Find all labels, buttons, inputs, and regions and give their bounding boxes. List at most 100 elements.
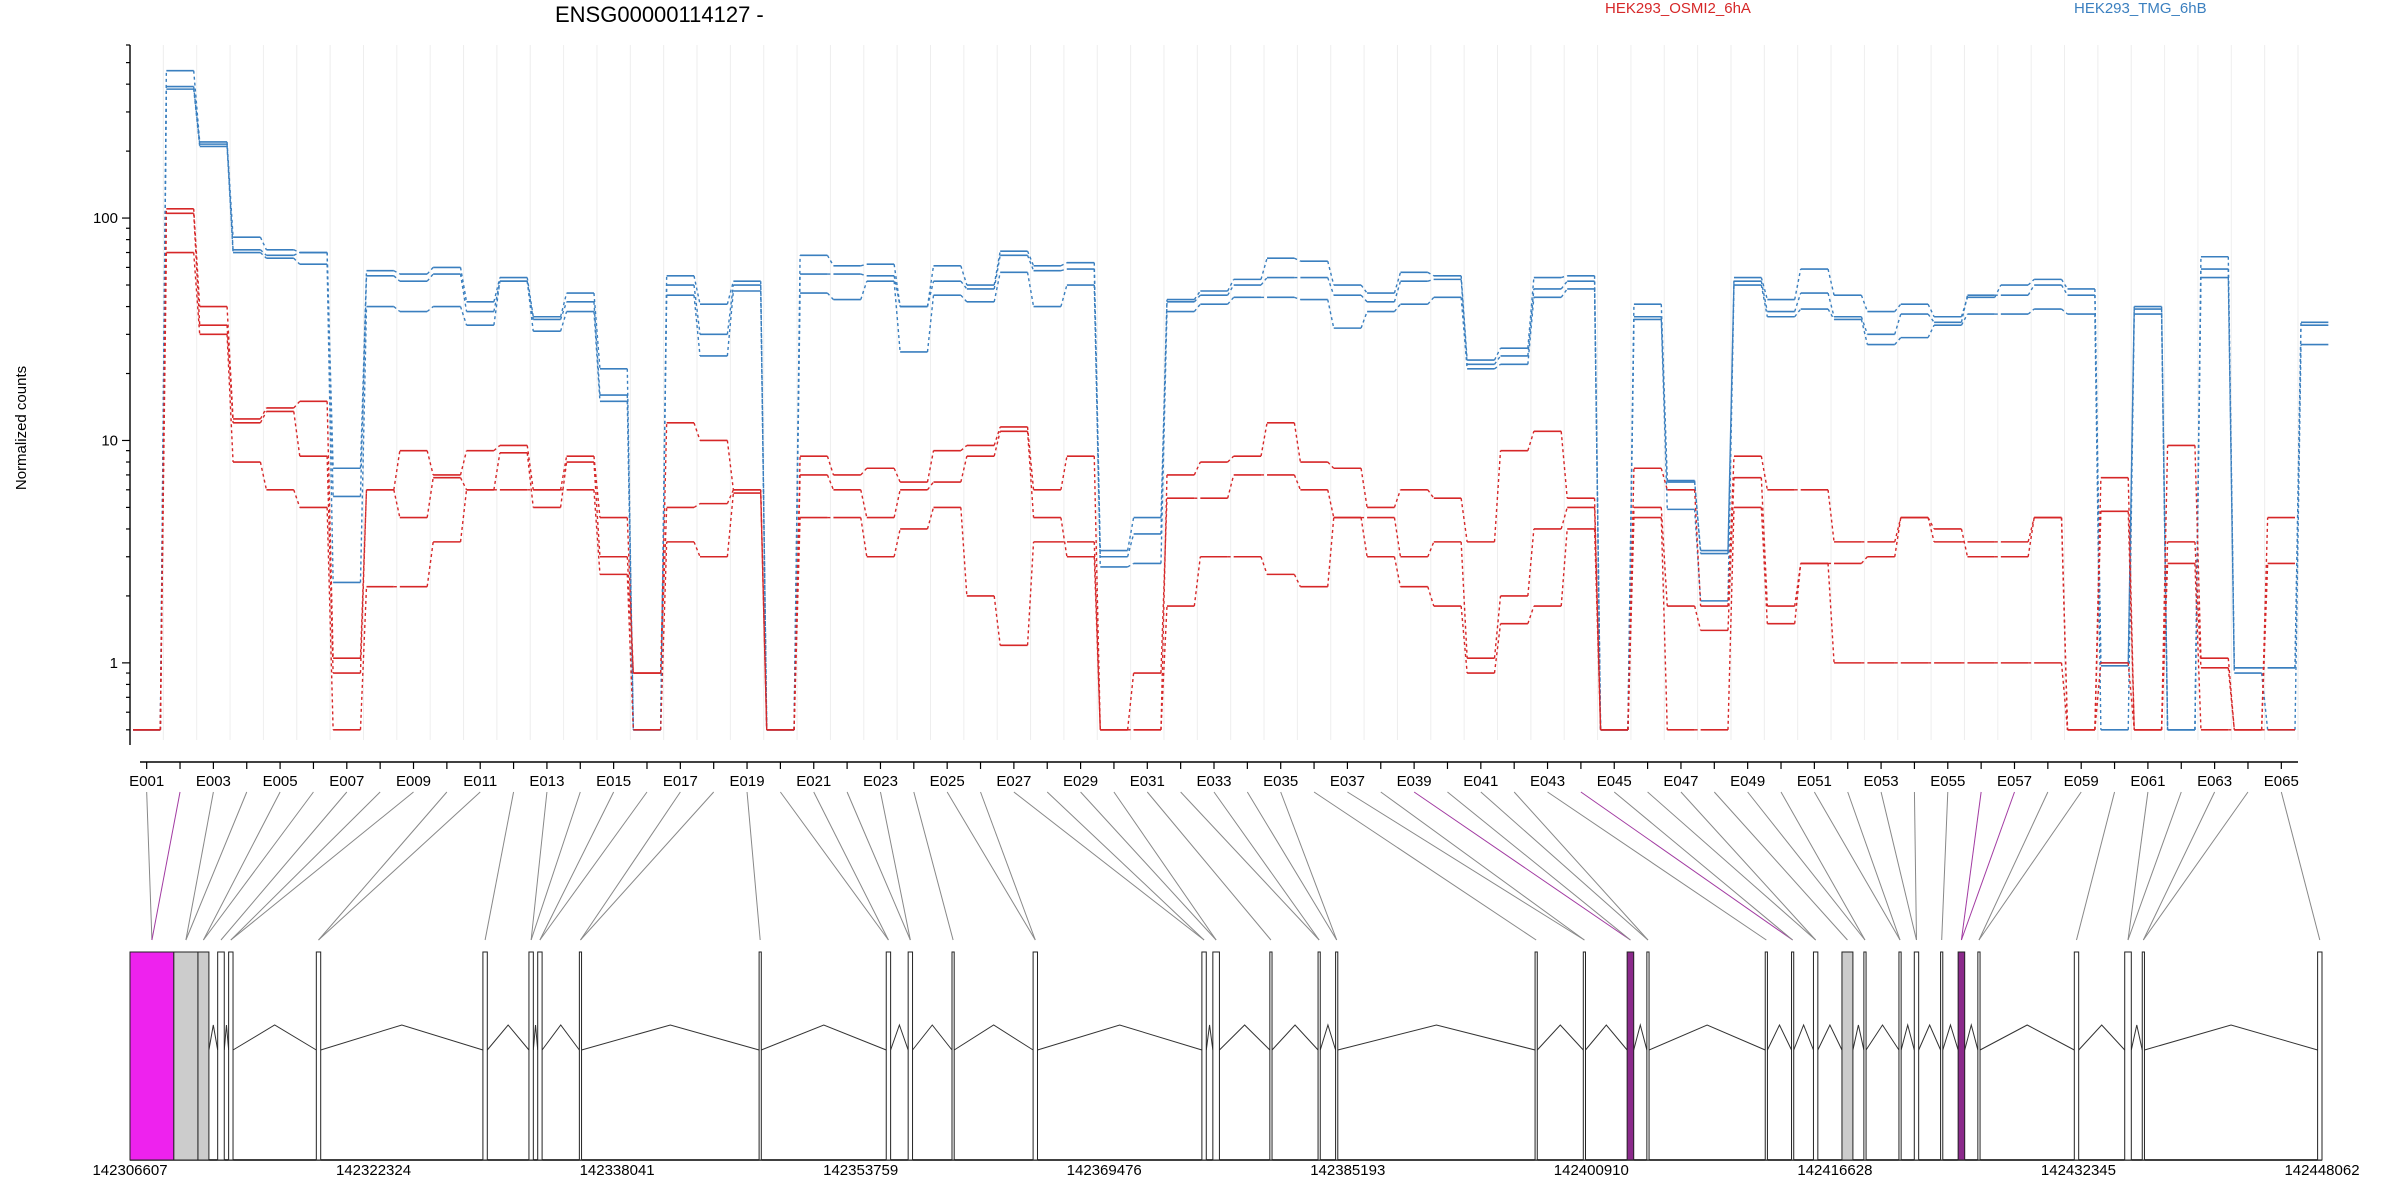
exon-block: [1940, 951, 1944, 1161]
exon-connector: [1226, 474, 1235, 499]
exon-connector: [393, 489, 401, 518]
exon-connector: [2060, 662, 2069, 730]
intron-line: [1536, 1024, 1584, 1051]
exon-connector: [1360, 311, 1368, 329]
exon-connector: [726, 290, 735, 356]
exon-map-connector: [1960, 791, 2015, 941]
intron-line: [1852, 1024, 1865, 1051]
exon-block: [1317, 951, 1321, 1161]
exon-connector: [593, 489, 601, 575]
exon-connector: [1093, 556, 1101, 730]
exon-block: [1812, 951, 1819, 1161]
exon-connector: [2060, 517, 2069, 730]
x-tick-label: E047: [1663, 773, 1698, 790]
exon-connector: [1026, 426, 1035, 490]
exon-connector: [1560, 431, 1568, 499]
exon-connector: [459, 477, 468, 491]
exon-connector: [2294, 344, 2302, 730]
exon-connector: [960, 507, 968, 596]
x-tick-label: E029: [1063, 773, 1098, 790]
series-layer: [133, 69, 2329, 731]
exon-map-connector: [1447, 791, 1631, 941]
connector-layer: [146, 791, 2321, 941]
x-tick-label: E049: [1730, 773, 1765, 790]
exon-map-connector: [185, 791, 214, 941]
exon-connector: [860, 489, 868, 518]
intron-line: [1037, 1024, 1203, 1051]
exon-connector: [626, 368, 635, 730]
intron-line: [1942, 1023, 1959, 1051]
exon-connector: [1260, 258, 1268, 280]
exon-connector: [2060, 279, 2069, 290]
exon-connector: [526, 281, 534, 332]
exon-connector: [760, 290, 768, 730]
exon-connector: [1127, 562, 1134, 568]
y-tick-label: 1: [110, 655, 118, 672]
exon-connector: [293, 251, 301, 256]
exon-connector: [259, 411, 268, 424]
exon-connector: [1894, 517, 1902, 543]
exon-connector: [1693, 480, 1702, 554]
exon-connector: [860, 467, 868, 476]
intron-line: [2078, 1024, 2126, 1051]
exon-map-connector: [230, 791, 414, 941]
exon-connector: [2027, 517, 2035, 543]
exon-block: [1582, 951, 1586, 1161]
exon-connector: [359, 275, 368, 497]
intron-line: [1337, 1024, 1536, 1051]
exon-connector: [726, 489, 735, 504]
exon-connector: [259, 461, 268, 490]
exon-connector: [1160, 498, 1168, 674]
exon-connector: [2260, 517, 2269, 730]
exon-connector: [2061, 308, 2068, 315]
exon-connector: [259, 249, 267, 256]
exon-connector: [2094, 511, 2102, 730]
exon-connector: [1393, 517, 1402, 557]
exon-map-connector: [946, 791, 1036, 941]
exon-map-connector: [746, 791, 761, 941]
exon-connector: [1327, 461, 1335, 469]
exon-connector: [2027, 284, 2035, 296]
exon-connector: [459, 489, 468, 542]
x-tick-label: E027: [996, 773, 1031, 790]
x-tick-label: E037: [1330, 773, 1365, 790]
intron-line: [1585, 1024, 1628, 1051]
legend-tmg: HEK293_TMG_6hB: [2074, 0, 2207, 17]
exon-block: [2124, 951, 2132, 1161]
intron-line: [912, 1024, 953, 1051]
exon-map-connector: [846, 791, 911, 941]
exon-connector: [1527, 288, 1535, 356]
intron-line: [890, 1023, 909, 1051]
exon-connector: [1160, 474, 1168, 730]
exon-connector: [1393, 556, 1402, 587]
exon-map-connector: [879, 791, 911, 941]
intron-line: [1817, 1023, 1843, 1051]
exon-connector: [1927, 324, 1935, 338]
exon-connector: [1794, 308, 1802, 318]
intron-line: [1219, 1024, 1271, 1051]
exon-map-connector: [813, 791, 889, 941]
exon-connector: [559, 461, 568, 508]
exon-block: [951, 951, 955, 1161]
exon-connector: [1660, 517, 1668, 730]
exon-connector: [1760, 281, 1769, 312]
grid-layer: [129, 45, 2299, 740]
exon-map-connector: [1713, 791, 1848, 941]
x-tick-label: E041: [1463, 773, 1498, 790]
exon-map-connector: [530, 791, 581, 941]
exon-connector: [659, 295, 668, 730]
exon-map-connector: [1513, 791, 1649, 941]
exon-connector: [1160, 606, 1168, 730]
x-tick-label: E019: [730, 773, 765, 790]
exon-connector: [1693, 489, 1702, 607]
exon-connector: [1193, 290, 1201, 300]
exon-connector: [893, 467, 901, 483]
intron-line: [1918, 1023, 1942, 1051]
exon-connector: [1227, 284, 1235, 296]
exon-connector: [2060, 284, 2069, 296]
exon-connector: [1560, 528, 1568, 607]
exon-connector: [2027, 308, 2035, 315]
exon-block: [537, 951, 543, 1161]
exon-map-connector: [484, 791, 515, 941]
